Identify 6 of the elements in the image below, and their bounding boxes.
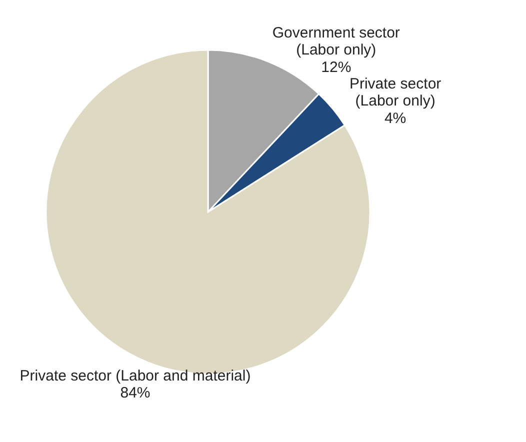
data-label: 12% [321,58,352,76]
slice-label: Private sector (Labor and material) [20,367,251,384]
slice-label: Private sector (Labor only) [349,75,442,110]
data-label: 84% [120,384,150,402]
slice-label: Government sector (Labor only) [272,24,400,59]
data-label: 4% [384,110,406,127]
